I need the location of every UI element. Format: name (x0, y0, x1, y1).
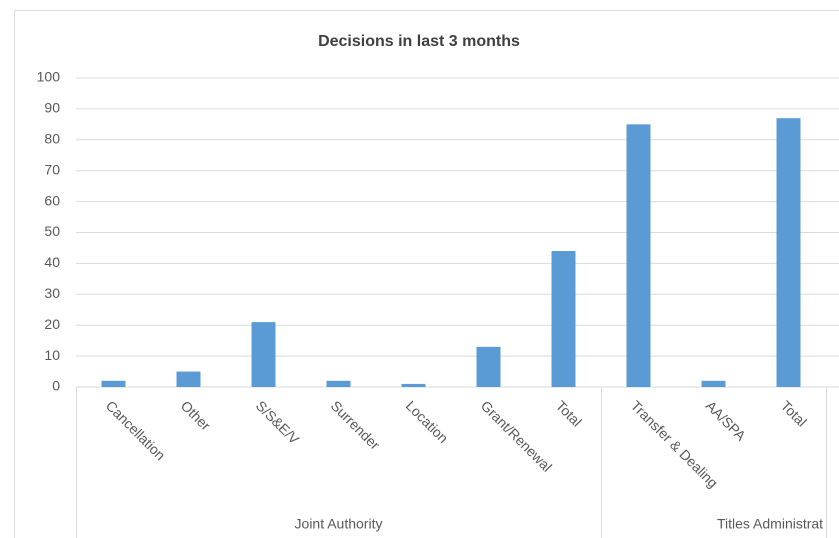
y-tick-label: 10 (44, 347, 60, 363)
y-tick-label: 30 (44, 285, 60, 301)
y-tick-label: 50 (44, 223, 60, 239)
bar (101, 380, 126, 387)
y-tick-label: 100 (37, 69, 61, 85)
y-tick-label: 20 (44, 316, 60, 332)
y-tick-label: 60 (44, 192, 60, 208)
bar (551, 251, 576, 387)
y-tick-label: 80 (44, 131, 60, 147)
bar (776, 118, 801, 388)
y-tick-label: 40 (44, 254, 60, 270)
bar (326, 380, 351, 387)
bar (401, 383, 426, 387)
y-tick-label: 0 (52, 378, 60, 394)
y-tick-label: 70 (44, 161, 60, 177)
bar (626, 124, 651, 387)
bar (176, 371, 201, 387)
y-tick-label: 90 (44, 100, 60, 116)
bar (251, 322, 276, 387)
chart-frame (14, 10, 839, 538)
chart-title: Decisions in last 3 months (318, 33, 520, 50)
bar (476, 346, 501, 387)
group-label: Joint Authority (295, 516, 383, 532)
group-label: Titles Administrat (717, 516, 823, 532)
bar (701, 380, 726, 387)
